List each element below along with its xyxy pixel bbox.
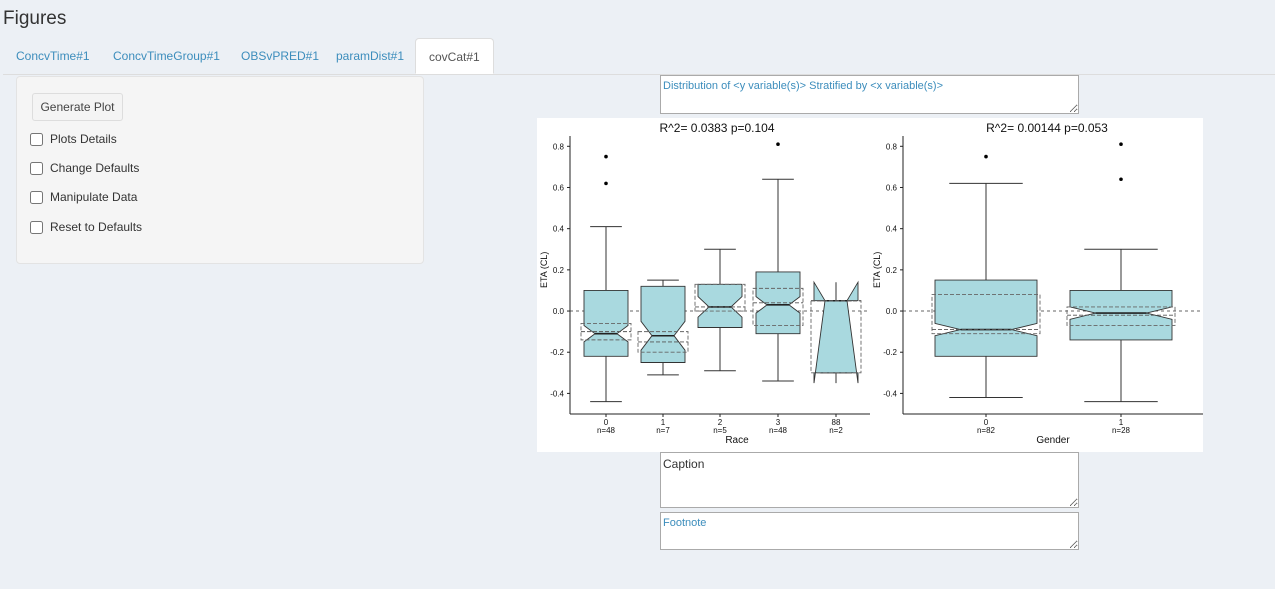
y-tick-label: -0.4	[883, 389, 897, 398]
x-tick-label: 1	[661, 418, 666, 427]
count-label: n=82	[977, 426, 996, 435]
change-defaults-label: Change Defaults	[50, 161, 140, 175]
reset-defaults-label: Reset to Defaults	[50, 220, 143, 234]
box-category-88	[813, 280, 859, 384]
y-axis-label-2: ETA (CL)	[872, 252, 882, 288]
x-tick-label: 2	[718, 418, 723, 427]
page-title: Figures	[3, 8, 67, 29]
y-tick-label: 0.6	[553, 183, 565, 192]
x-tick-label: 3	[776, 418, 781, 427]
mean-ci-box	[752, 287, 804, 326]
count-label: n=5	[713, 426, 727, 435]
x-axis-label-2: Gender	[1036, 435, 1070, 446]
y-tick-label: 0.2	[553, 266, 565, 275]
mean-ci-box	[1066, 306, 1176, 326]
caption-input[interactable]	[660, 452, 1079, 508]
manipulate-data-checkbox[interactable]	[30, 190, 43, 204]
change-defaults-checkbox[interactable]	[30, 161, 43, 175]
tab-concvtimegroup[interactable]: ConcvTimeGroup#1	[113, 49, 220, 63]
footnote-input[interactable]	[660, 512, 1079, 550]
y-tick-label: -0.2	[883, 348, 897, 357]
y-tick-label: -0.4	[550, 389, 564, 398]
box-category-2	[697, 283, 743, 328]
x-tick-label: 1	[1119, 418, 1124, 427]
x-axis-label-1: Race	[725, 435, 749, 446]
mean-ci-box	[580, 322, 632, 341]
count-label: n=7	[656, 426, 670, 435]
outlier-point	[1119, 177, 1123, 182]
y-tick-label: 0.0	[886, 307, 898, 316]
manipulate-data-option[interactable]: Manipulate Data	[30, 188, 137, 206]
outlier-point	[604, 181, 608, 186]
y-tick-label: 0.4	[886, 225, 898, 234]
count-label: n=48	[769, 426, 788, 435]
plot-image: R^2= 0.0383 p=0.104 -0.4 -0.2 0.0 0.2 0.4 0.6 0…	[537, 118, 1203, 452]
mean-ci-box	[694, 283, 746, 312]
y-tick-label: 0.2	[886, 266, 898, 275]
x-tick-label: 0	[604, 418, 609, 427]
chart-title-1: R^2= 0.0383 p=0.104	[659, 121, 774, 135]
box-category-0	[934, 279, 1038, 357]
tab-bar: ConcvTime#1 ConcvTimeGroup#1 OBSvPRED#1 …	[3, 38, 1275, 75]
y-tick-label: 0.4	[553, 225, 565, 234]
outlier-point	[776, 142, 780, 147]
tab-obsvpred[interactable]: OBSvPRED#1	[241, 49, 320, 63]
count-label: n=48	[597, 426, 616, 435]
outlier-point	[1119, 142, 1123, 147]
y-tick-label: 0.6	[886, 183, 898, 192]
covariate-boxplots: R^2= 0.0383 p=0.104 -0.4 -0.2 0.0 0.2 0.4 0.6 0…	[539, 121, 1203, 446]
plots-details-checkbox[interactable]	[30, 132, 43, 146]
tab-covcat[interactable]: covCat#1	[415, 38, 494, 74]
tab-concvtime[interactable]: ConcvTime#1	[16, 49, 90, 63]
tab-paramdist[interactable]: paramDist#1	[336, 49, 405, 63]
plots-details-label: Plots Details	[50, 132, 117, 146]
y-tick-label: -0.2	[550, 348, 564, 357]
figure-title-input[interactable]	[660, 75, 1079, 114]
outlier-point	[984, 154, 988, 159]
reset-defaults-checkbox[interactable]	[30, 220, 43, 234]
count-label: n=28	[1112, 426, 1131, 435]
y-tick-label: 0.8	[886, 142, 898, 151]
controls-panel: Generate Plot Plots Details Change Defau…	[16, 76, 424, 264]
y-tick-label: 0.8	[553, 142, 565, 151]
outlier-point	[604, 154, 608, 159]
change-defaults-option[interactable]: Change Defaults	[30, 159, 139, 177]
x-tick-label: 0	[984, 418, 989, 427]
plots-details-option[interactable]: Plots Details	[30, 130, 117, 148]
chart-title-2: R^2= 0.00144 p=0.053	[986, 121, 1108, 135]
y-axis-label-1: ETA (CL)	[539, 252, 549, 288]
mean-ci-box	[931, 294, 1041, 335]
reset-defaults-option[interactable]: Reset to Defaults	[30, 218, 142, 236]
generate-plot-button[interactable]: Generate Plot	[32, 93, 123, 121]
manipulate-data-label: Manipulate Data	[50, 190, 138, 204]
x-tick-label: 88	[832, 418, 841, 427]
count-label: n=2	[829, 426, 843, 435]
y-tick-label: 0.0	[553, 307, 565, 316]
box-category-1	[640, 285, 686, 363]
